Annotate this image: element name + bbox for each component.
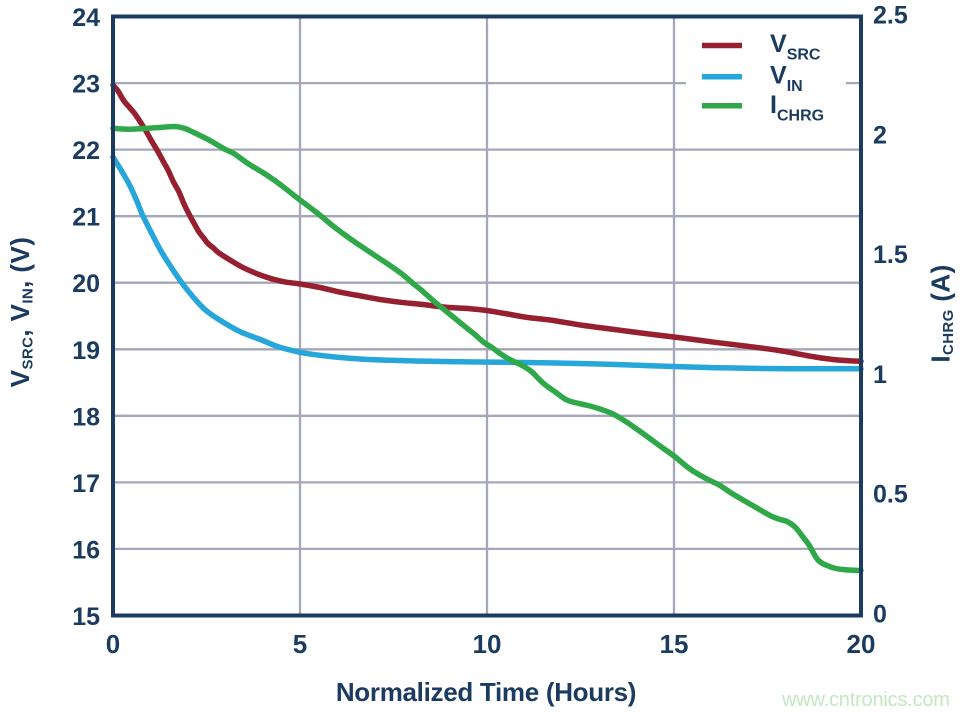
svg-text:16: 16 [72, 536, 100, 564]
svg-text:20: 20 [72, 270, 100, 298]
svg-text:23: 23 [72, 71, 100, 99]
svg-text:24: 24 [72, 4, 100, 32]
svg-text:0: 0 [873, 601, 887, 629]
svg-text:1: 1 [873, 361, 887, 389]
svg-text:2.5: 2.5 [873, 2, 908, 30]
svg-text:10: 10 [473, 629, 502, 659]
svg-text:Normalized Time (Hours): Normalized Time (Hours) [336, 677, 636, 707]
svg-text:5: 5 [293, 629, 307, 659]
svg-text:0: 0 [106, 629, 120, 659]
svg-text:18: 18 [72, 403, 100, 431]
svg-text:0.5: 0.5 [873, 481, 908, 509]
svg-text:17: 17 [72, 470, 100, 498]
svg-text:1.5: 1.5 [873, 241, 908, 269]
svg-text:VIN: VIN [770, 62, 803, 96]
svg-text:19: 19 [72, 337, 100, 365]
svg-text:15: 15 [72, 603, 100, 631]
svg-text:2: 2 [873, 121, 887, 149]
svg-text:20: 20 [847, 629, 876, 659]
svg-text:www.cntronics.com: www.cntronics.com [781, 689, 950, 711]
svg-text:VSRC, VIN, (V): VSRC, VIN, (V) [5, 237, 36, 388]
svg-text:22: 22 [72, 137, 100, 165]
svg-text:21: 21 [72, 204, 100, 232]
svg-text:15: 15 [660, 629, 689, 659]
